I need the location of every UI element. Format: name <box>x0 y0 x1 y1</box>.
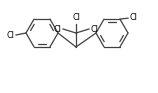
Text: Cl: Cl <box>6 31 14 40</box>
Text: Cl: Cl <box>53 24 61 33</box>
Text: Cl: Cl <box>91 24 99 33</box>
Text: Cl: Cl <box>130 13 138 22</box>
Text: Cl: Cl <box>72 13 80 22</box>
